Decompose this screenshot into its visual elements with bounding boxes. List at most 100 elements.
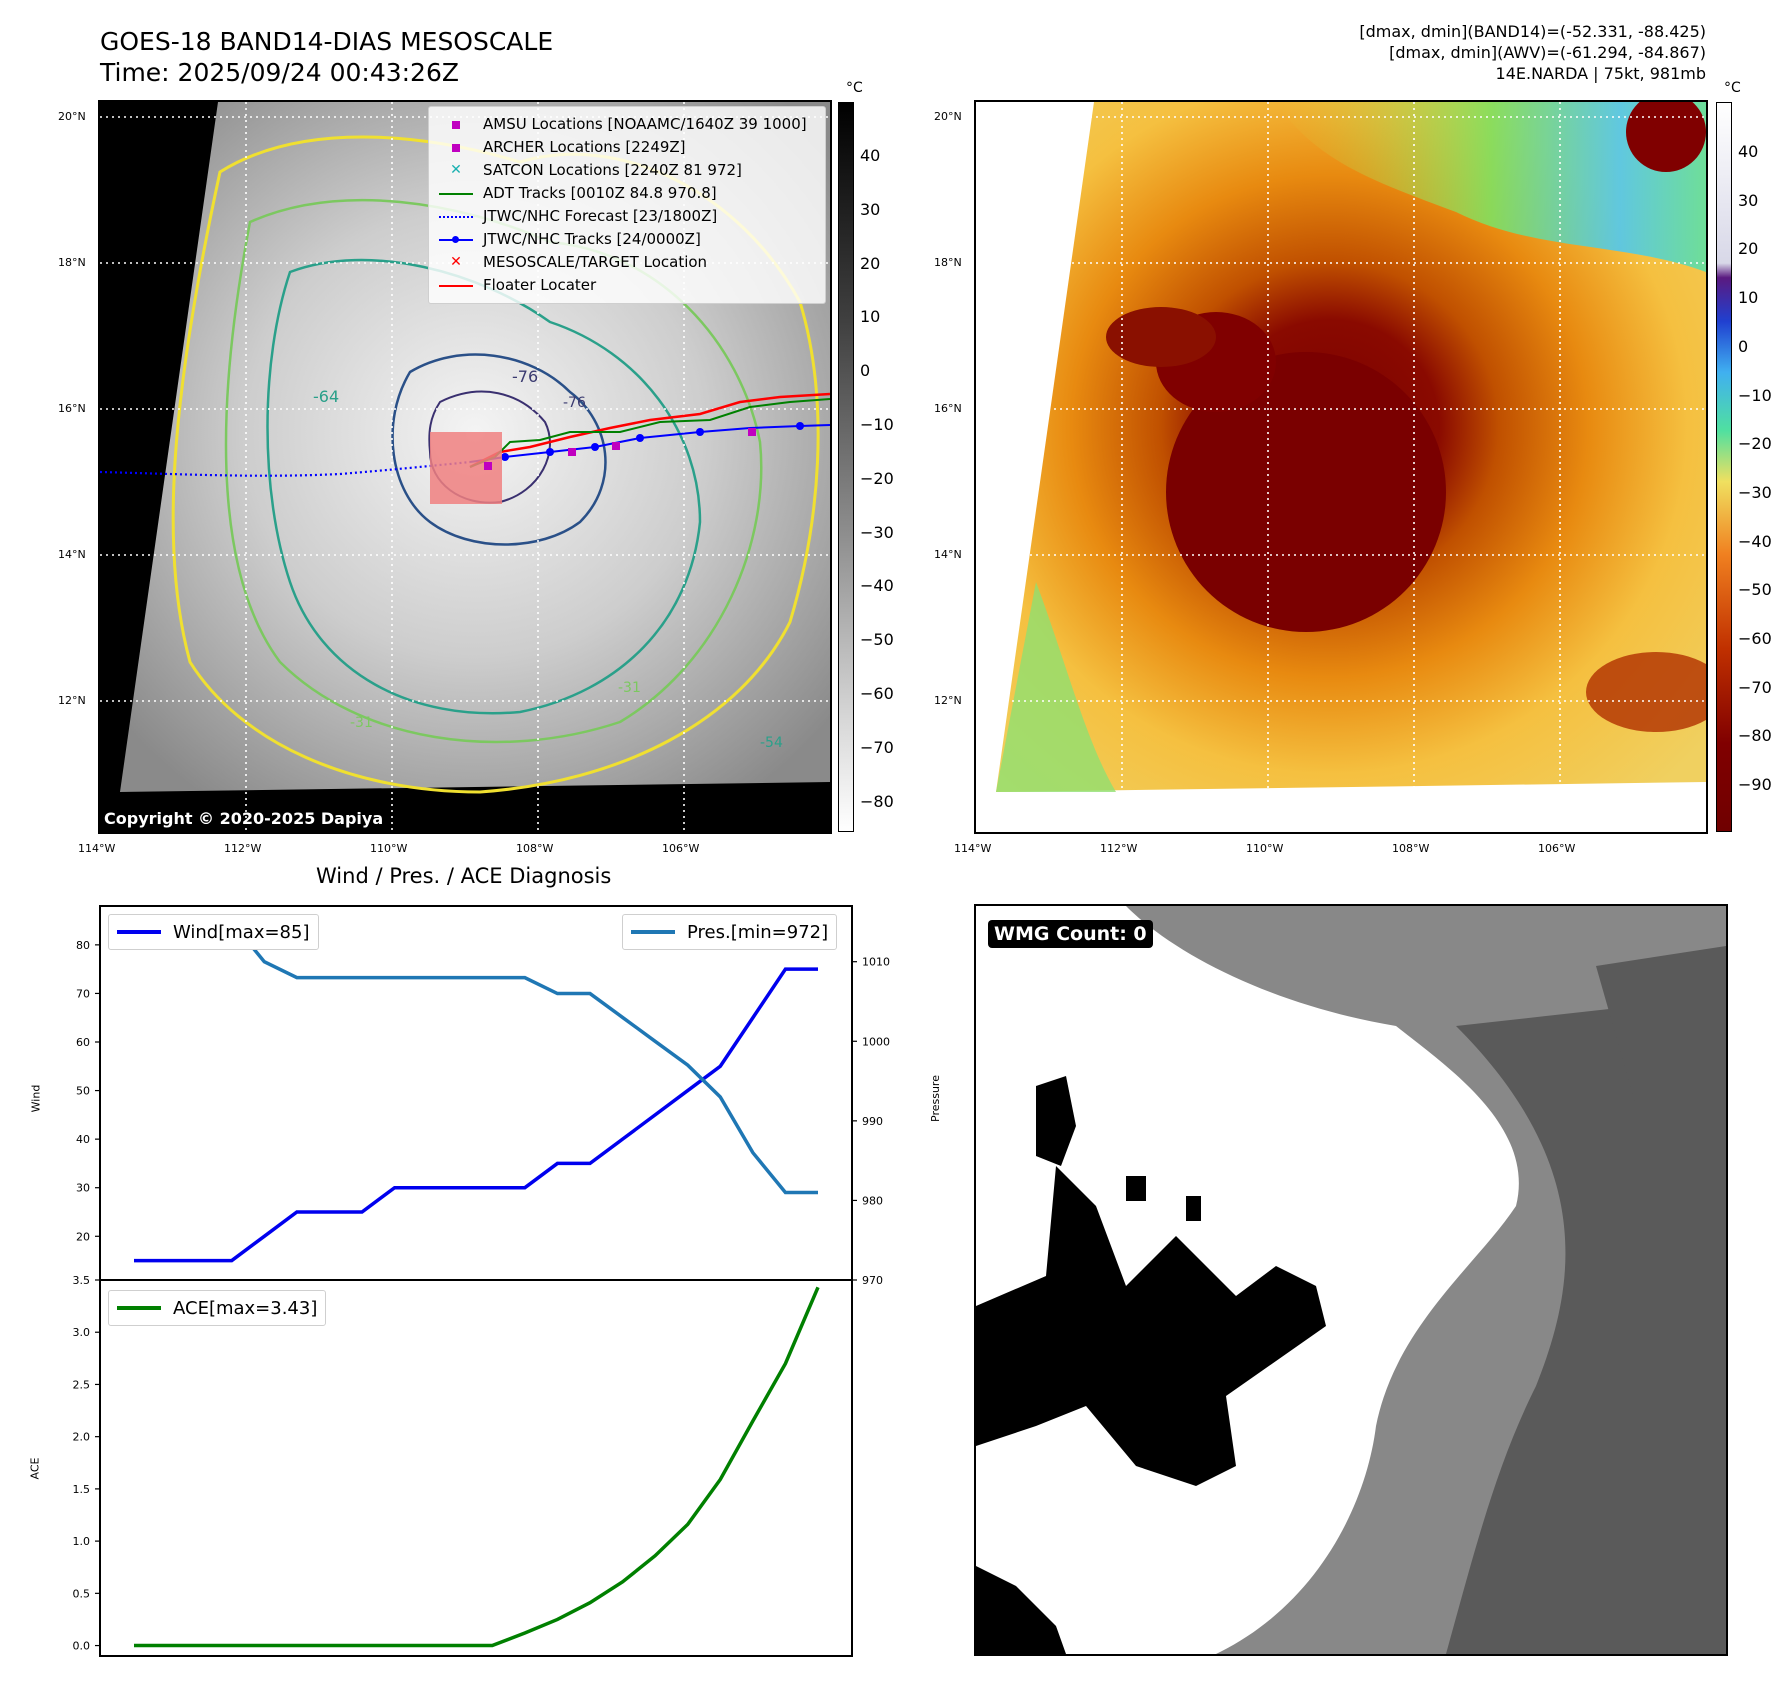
wind-tick-label: 50	[76, 1085, 90, 1098]
colorbar-tick: 30	[1738, 190, 1759, 210]
lon-label: 108°W	[1392, 842, 1430, 855]
page-title: GOES-18 BAND14-DIAS MESOSCALE	[100, 27, 554, 56]
lon-label: 112°W	[1100, 842, 1138, 855]
pressure-legend: Pres.[min=972]	[622, 914, 838, 950]
contour-label: -64	[313, 387, 339, 406]
pressure-axis-label: Pressure	[928, 1075, 942, 1122]
wind-tick-label: 80	[76, 939, 90, 952]
awv-colorbar	[1716, 102, 1732, 832]
lat-label: 14°N	[58, 548, 86, 561]
ace-tick-label: 0.5	[73, 1587, 91, 1600]
colorbar-tick: 0	[1738, 336, 1749, 356]
legend-item: Floater Locater	[437, 274, 817, 297]
lon-label: 106°W	[662, 842, 700, 855]
legend-item: AMSU Locations [NOAAMC/1640Z 39 1000]	[437, 113, 817, 136]
lat-label: 12°N	[934, 694, 962, 707]
ace-tick-label: 3.5	[73, 1274, 91, 1287]
ace-tick-label: 1.0	[73, 1535, 91, 1548]
x-marker-icon: ✕	[450, 162, 462, 178]
ace-tick-label: 0.0	[73, 1640, 91, 1653]
lat-label: 12°N	[58, 694, 86, 707]
ace-tick-label: 3.0	[73, 1326, 91, 1339]
wind-series-line	[134, 967, 818, 1263]
ir-map-panel: -76 -64 -76 -31 -54 -31 AMSU Locations […	[98, 100, 832, 834]
colorbar-tick: 20	[1738, 239, 1759, 259]
colorbar-tick: −40	[1738, 531, 1772, 551]
wind-tick-label: 20	[76, 1230, 90, 1243]
ace-legend: ACE[max=3.43]	[108, 1290, 327, 1326]
lat-label: 14°N	[934, 548, 962, 561]
wmg-panel: WMG Count: 0	[974, 904, 1728, 1656]
colorbar-tick: 10	[1738, 288, 1759, 308]
map-legend: AMSU Locations [NOAAMC/1640Z 39 1000] AR…	[428, 106, 826, 304]
wmg-image	[976, 906, 1726, 1654]
ace-tick-label: 2.0	[73, 1431, 91, 1444]
x-marker-icon: ✕	[450, 254, 462, 270]
wind-tick-label: 60	[76, 1036, 90, 1049]
stats-band14: [dmax, dmin](BAND14)=(-52.331, -88.425)	[1359, 22, 1706, 41]
colorbar-tick: 40	[1738, 142, 1759, 161]
timestamp: Time: 2025/09/24 00:43:26Z	[100, 58, 459, 87]
legend-item: ARCHER Locations [2249Z]	[437, 136, 817, 159]
ace-plot-frame	[99, 1279, 853, 1657]
colorbar-unit: °C	[846, 80, 863, 96]
square-marker-icon	[452, 120, 460, 129]
copyright: Copyright © 2020-2025 Dapiya	[104, 809, 384, 828]
colorbar-tick: −10	[1738, 385, 1772, 405]
pressure-tick-label: 1000	[862, 1035, 890, 1048]
ace-tick-label: 1.5	[73, 1483, 91, 1496]
colorbar-tick: −20	[860, 468, 894, 488]
legend-item: ✕ SATCON Locations [2240Z 81 972]	[437, 159, 817, 182]
pressure-tick-label: 1010	[862, 956, 890, 969]
storm-info: 14E.NARDA | 75kt, 981mb	[1495, 64, 1706, 83]
pressure-tick-label: 980	[862, 1194, 883, 1207]
colorbar-tick: −50	[860, 630, 894, 650]
wind-tick-label: 30	[76, 1182, 90, 1195]
lat-label: 18°N	[58, 256, 86, 269]
colorbar-tick: −70	[1738, 677, 1772, 697]
colorbar-tick: 20	[860, 253, 881, 273]
colorbar-tick: −90	[1738, 775, 1772, 795]
colorbar-tick: −40	[860, 576, 894, 596]
legend-item: JTWC/NHC Tracks [24/0000Z]	[437, 228, 817, 251]
ir-colorbar	[838, 102, 854, 832]
lon-label: 108°W	[516, 842, 554, 855]
pressure-tick-label: 990	[862, 1115, 883, 1128]
square-marker-icon	[452, 143, 460, 152]
line-icon	[439, 284, 473, 287]
colorbar-unit: °C	[1724, 80, 1741, 96]
lon-label: 112°W	[224, 842, 262, 855]
colorbar-tick: −60	[860, 684, 894, 703]
colorbar-tick: −30	[860, 522, 894, 542]
lon-label: 106°W	[1538, 842, 1576, 855]
lon-label: 114°W	[954, 842, 992, 855]
lat-label: 16°N	[58, 402, 86, 415]
wind-tick-label: 40	[76, 1133, 90, 1146]
contour-label: -76	[512, 367, 538, 386]
wind-plot-frame	[99, 905, 853, 1281]
colorbar-tick: 0	[860, 361, 871, 381]
line-icon	[439, 192, 473, 195]
awv-map-panel	[974, 100, 1708, 834]
wind-legend: Wind[max=85]	[108, 914, 319, 950]
contour-label: -54	[760, 735, 783, 751]
legend-item: ADT Tracks [0010Z 84.8 970.8]	[437, 182, 817, 205]
colorbar-tick: −50	[1738, 580, 1772, 600]
dot-line-icon	[439, 235, 473, 243]
stats-awv: [dmax, dmin](AWV)=(-61.294, -84.867)	[1389, 43, 1706, 62]
pressure-series-line	[134, 920, 818, 1195]
awv-satellite-image	[976, 102, 1706, 832]
contour-label: -31	[350, 715, 373, 731]
lon-label: 114°W	[78, 842, 116, 855]
colorbar-tick: −80	[1738, 726, 1772, 746]
wind-axis-label: Wind	[29, 1084, 43, 1113]
colorbar-tick: 30	[860, 199, 881, 219]
diagnosis-title: Wind / Pres. / ACE Diagnosis	[316, 864, 612, 888]
colorbar-tick: −10	[860, 415, 894, 434]
ace-tick-label: 2.5	[73, 1378, 91, 1391]
ace-series-line	[134, 1286, 820, 1648]
dotted-line-icon	[439, 215, 473, 218]
lon-label: 110°W	[370, 842, 408, 855]
lat-label: 16°N	[934, 402, 962, 415]
lat-label: 20°N	[934, 110, 962, 123]
